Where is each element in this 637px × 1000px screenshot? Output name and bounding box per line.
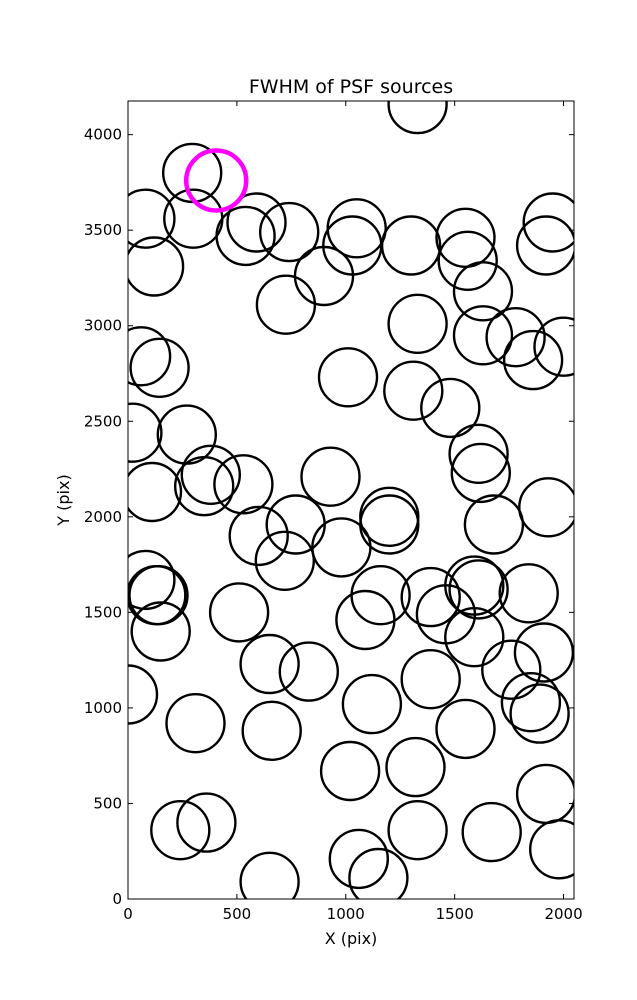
y-tick-label: 500 (93, 794, 122, 812)
source-marker (400, 649, 461, 710)
source-marker (215, 205, 276, 267)
source-marker (317, 347, 379, 408)
source-marker (485, 307, 546, 368)
x-tick-label: 0 (123, 905, 133, 923)
source-marker (128, 461, 183, 523)
source-marker (380, 215, 442, 276)
source-marker (156, 404, 218, 465)
source-marker (529, 819, 574, 880)
source-marker (387, 800, 448, 861)
source-marker (498, 563, 559, 624)
source-marker (128, 565, 189, 626)
source-marker (300, 446, 361, 507)
x-tick-label: 500 (223, 905, 252, 923)
source-marker (437, 230, 498, 291)
source-marker (515, 215, 574, 276)
source-marker (128, 236, 185, 297)
source-marker (241, 700, 302, 761)
source-marker (385, 736, 446, 798)
y-tick-label: 1000 (84, 699, 122, 717)
source-marker (128, 664, 159, 725)
source-marker (435, 698, 496, 760)
source-marker (255, 274, 317, 335)
source-marker (341, 673, 403, 735)
source-marker (522, 192, 574, 253)
source-marker (400, 566, 461, 628)
plot-area (128, 101, 574, 899)
source-marker (513, 622, 574, 683)
source-marker (452, 261, 514, 322)
source-marker (348, 847, 409, 899)
chart-title: FWHM of PSF sources (249, 76, 453, 98)
source-marker (328, 828, 389, 890)
source-marker (180, 444, 242, 505)
source-marker (254, 530, 315, 591)
y-tick-label: 4000 (84, 126, 122, 144)
x-tick-label: 2000 (544, 905, 582, 923)
highlighted-source-marker (183, 148, 249, 213)
source-marker (350, 565, 411, 626)
axis-ticks: 0 500 1000 1500 2000 0 500 1000 1500 2000 2500 3000… (84, 101, 583, 923)
source-marker (533, 316, 574, 377)
source-marker (259, 201, 320, 263)
source-marker (265, 494, 326, 555)
y-tick-label: 3500 (84, 221, 122, 239)
y-tick-label: 3000 (84, 317, 122, 335)
source-marker (444, 607, 505, 668)
source-marker (226, 192, 287, 253)
source-marker (208, 582, 270, 643)
source-marker (383, 360, 444, 421)
source-marker (213, 454, 274, 515)
source-marker (165, 693, 226, 754)
x-axis-label: X (pix) (325, 929, 378, 948)
source-marker (239, 633, 300, 695)
y-tick-label: 2500 (84, 412, 122, 430)
source-marker (444, 555, 505, 616)
source-marker (387, 293, 448, 354)
source-marker (130, 601, 191, 662)
source-marker (463, 494, 525, 555)
source-marker (450, 442, 511, 504)
source-marker (128, 326, 172, 387)
source-marker (173, 456, 235, 517)
y-tick-label: 0 (112, 890, 122, 908)
y-axis-label: Y (pix) (54, 474, 73, 526)
x-tick-label: 1000 (327, 905, 365, 923)
source-marker (461, 801, 522, 863)
source-marker (278, 641, 339, 702)
source-marker (481, 639, 542, 700)
source-marker (448, 559, 509, 620)
source-marker (448, 423, 509, 484)
source-marker (452, 305, 514, 366)
source-marker (387, 101, 448, 135)
source-marker (319, 740, 381, 802)
source-marker (228, 505, 289, 567)
source-marker (509, 683, 570, 744)
source-marker (176, 792, 237, 853)
source-marker (150, 800, 211, 861)
source-marker (518, 477, 574, 538)
y-tick-label: 2000 (84, 508, 122, 526)
source-marker (420, 377, 481, 439)
source-marker (502, 329, 564, 391)
source-marker (129, 337, 190, 398)
source-marker (128, 549, 176, 611)
source-marker (311, 517, 372, 578)
source-marker (239, 851, 300, 899)
source-marker (128, 188, 176, 249)
source-marker (515, 763, 574, 825)
plot-frame (127, 100, 575, 900)
source-marker (500, 672, 562, 733)
y-tick-label: 1500 (84, 603, 122, 621)
x-tick-label: 1500 (436, 905, 474, 923)
source-marker (128, 402, 163, 463)
